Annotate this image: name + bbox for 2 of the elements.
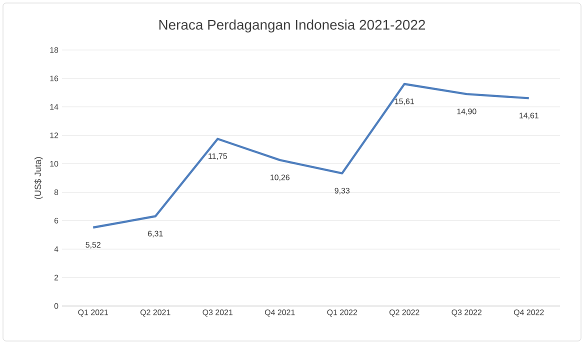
y-axis-title: (US$ Juta) <box>34 157 43 199</box>
chart-title: Neraca Perdagangan Indonesia 2021-2022 <box>159 19 426 32</box>
